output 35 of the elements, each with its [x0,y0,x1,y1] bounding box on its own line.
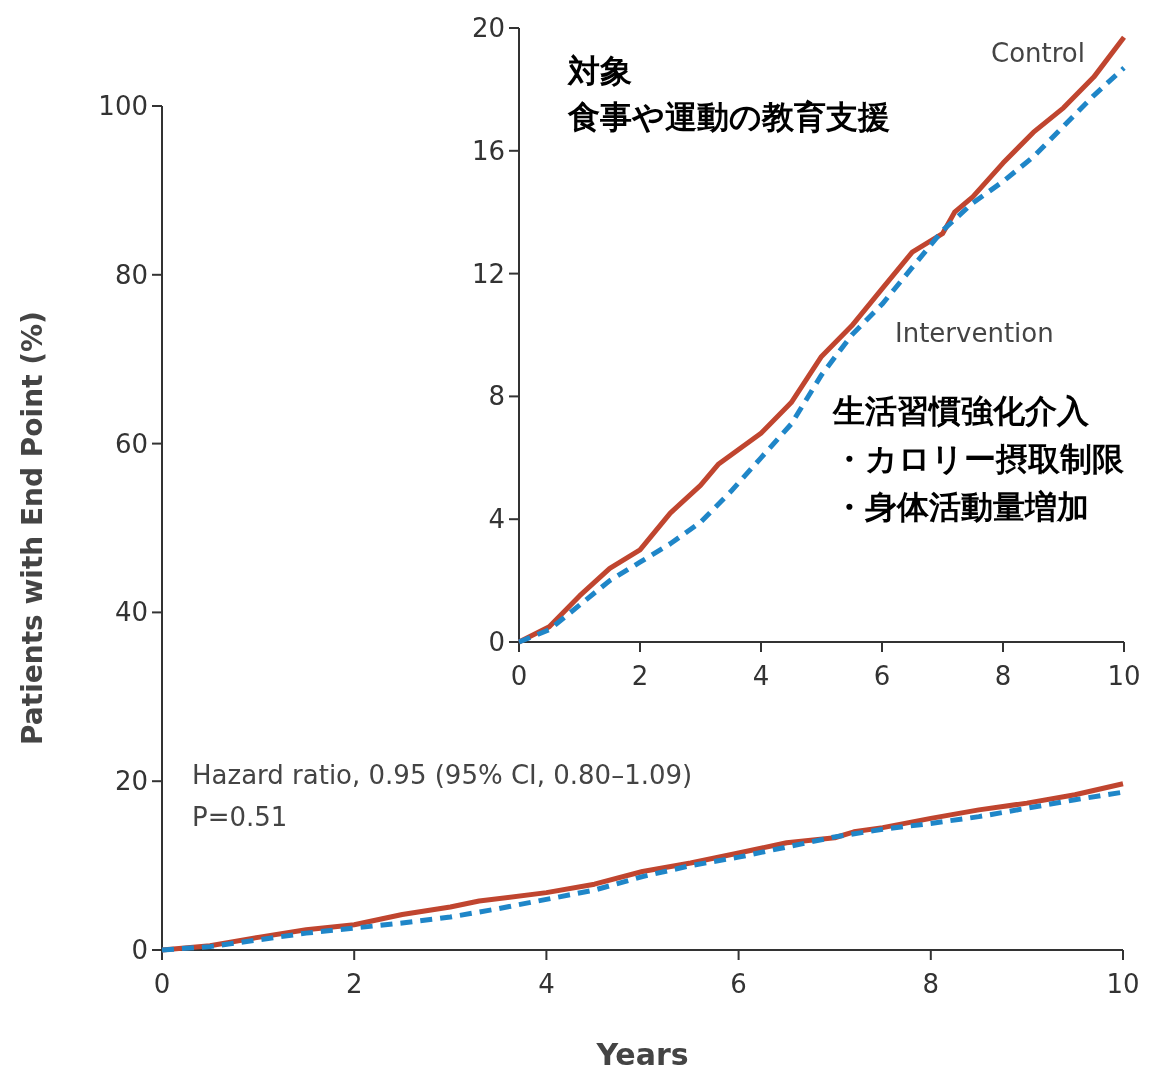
annotation: 食事や運動の教育支援 [567,98,890,136]
y-tick-label: 60 [114,428,148,459]
x-tick-label: 2 [345,969,363,999]
x-tick-label: 8 [922,969,940,999]
y-tick-label: 4 [488,504,505,535]
x-tick-label: 6 [873,661,891,691]
y-tick-label: 20 [471,13,505,43]
x-tick-label: 0 [510,661,528,691]
y-axis-title: Patients with End Point (%) [16,311,49,745]
x-tick-label: 4 [538,969,555,999]
annotation: P=0.51 [192,802,288,832]
annotation: Hazard ratio, 0.95 (95% CI, 0.80–1.09) [192,760,693,790]
x-tick-label: 4 [752,661,770,691]
x-axis-title: Years [595,1037,689,1069]
y-tick-label: 12 [471,258,505,289]
y-tick-label: 0 [488,627,505,657]
y-tick-label: 16 [471,135,505,166]
x-tick-label: 10 [1107,661,1141,691]
x-tick-label: 6 [730,969,747,999]
annotation: 対象 [567,52,632,90]
y-tick-label: 100 [98,91,148,121]
y-tick-label: 8 [488,381,505,412]
y-tick-label: 40 [114,597,148,628]
annotation: ・カロリー摂取制限 [833,440,1125,478]
x-tick-label: 2 [631,661,649,691]
x-tick-label: 10 [1106,969,1140,999]
x-tick-label: 0 [153,969,171,999]
y-tick-label: 20 [114,766,148,797]
annotation: 生活習慣強化介入 [832,392,1090,430]
series-label: Control [991,38,1085,68]
y-tick-label: 0 [131,935,148,965]
series-label: Intervention [895,318,1054,348]
annotation: ・身体活動量増加 [833,488,1089,526]
y-tick-label: 80 [114,259,148,290]
x-tick-label: 8 [994,661,1012,691]
